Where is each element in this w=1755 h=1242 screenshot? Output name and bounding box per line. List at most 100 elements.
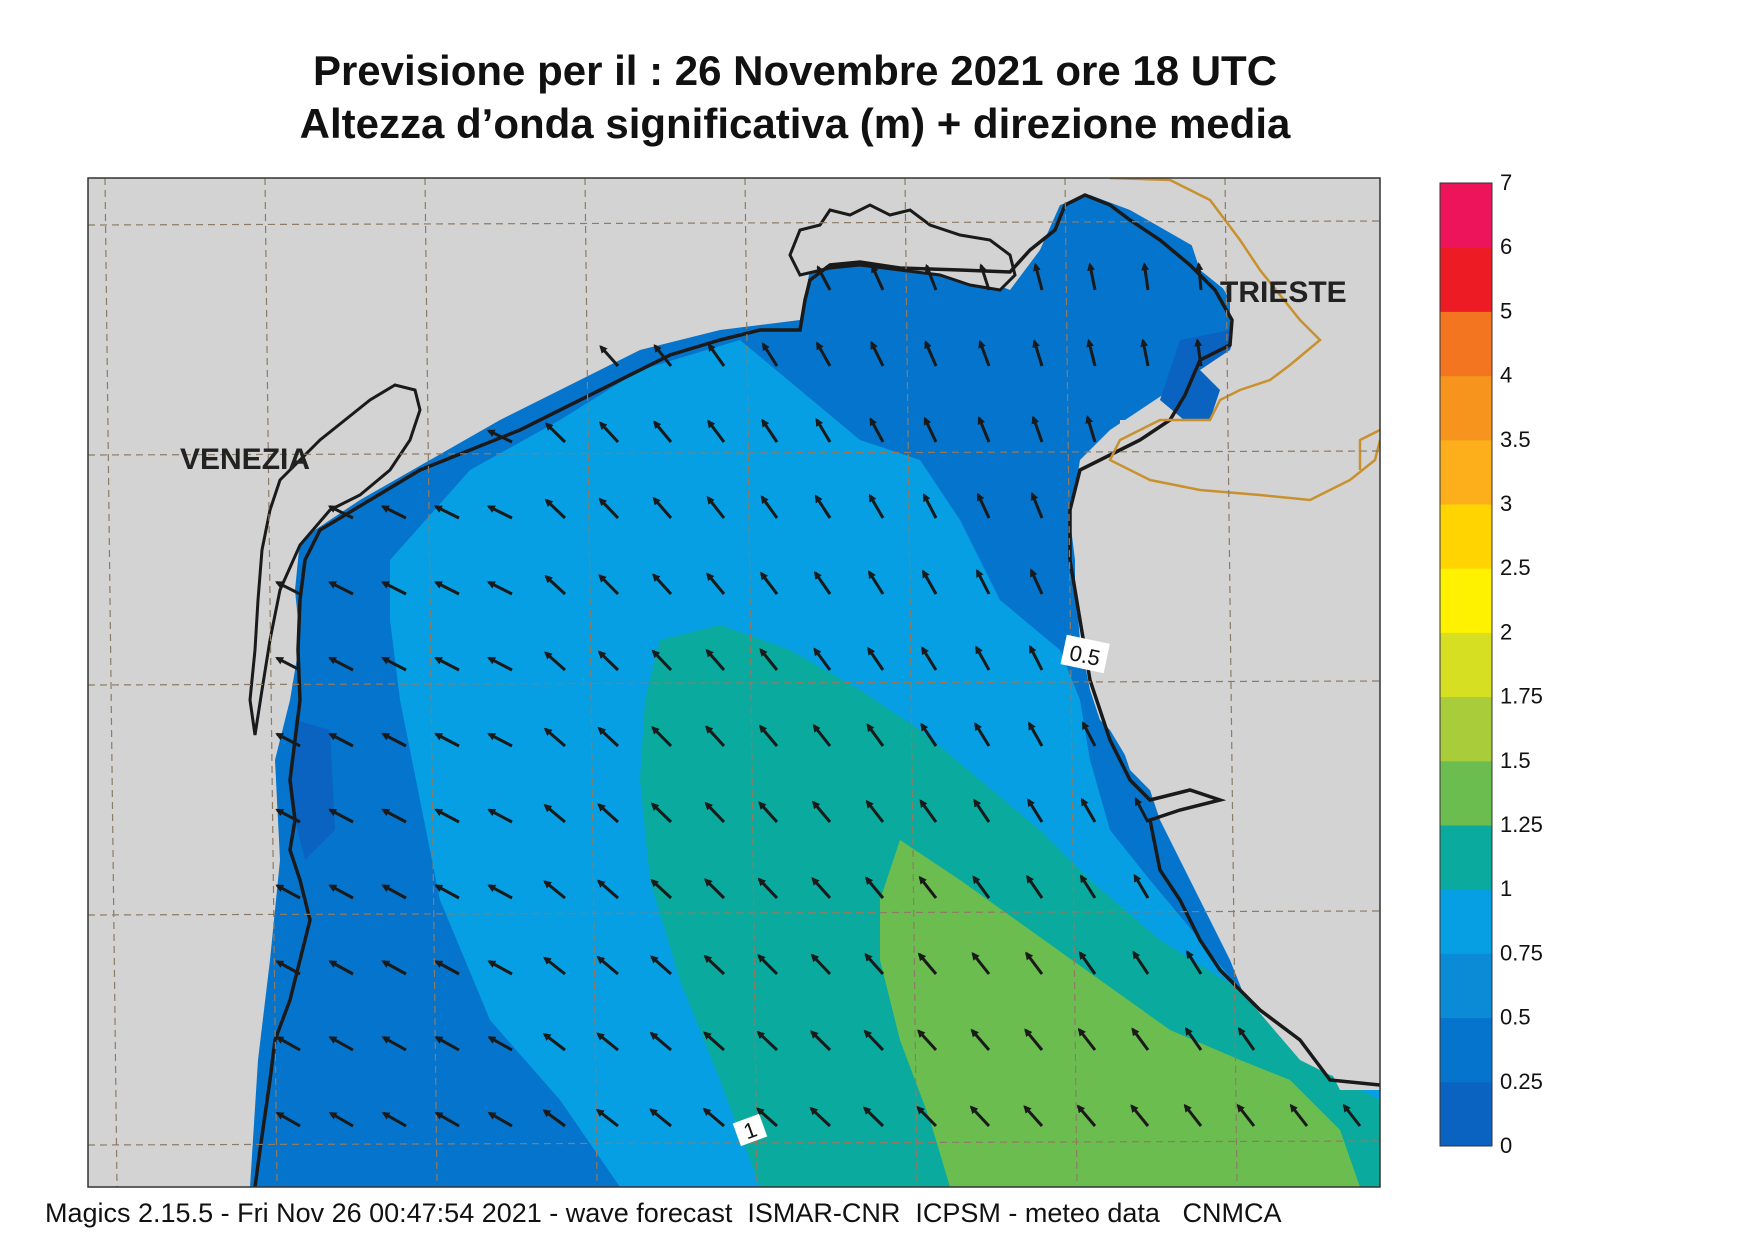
wave-direction-arrow [1087, 262, 1097, 291]
wave-direction-arrow [381, 580, 407, 596]
wave-direction-arrow [704, 801, 726, 824]
colorbar-tick-label: 7 [1500, 170, 1512, 195]
wave-direction-arrow [1080, 797, 1097, 823]
colorbar-tick-label: 4 [1500, 363, 1512, 388]
wave-direction-arrow [1195, 262, 1204, 291]
sea-band-0.25-0.5-west [290, 720, 335, 860]
colorbar-swatch [1440, 889, 1492, 954]
colorbar-swatch [1440, 953, 1492, 1019]
wave-direction-arrow [434, 580, 460, 596]
city-label-venezia: VENEZIA [180, 443, 310, 476]
wave-direction-arrow [865, 799, 885, 823]
wave-direction-arrow [760, 571, 779, 595]
wave-direction-arrow [1289, 1103, 1309, 1127]
wave-direction-arrow [1026, 874, 1044, 899]
wave-direction-arrow [969, 1105, 991, 1128]
wave-direction-arrow [487, 732, 513, 748]
wave-direction-arrow [434, 656, 460, 672]
wave-direction-arrow [703, 954, 726, 976]
wave-direction-arrow [380, 505, 407, 520]
national-border [1108, 178, 1380, 502]
wave-direction-arrow [275, 1111, 301, 1128]
colorbar-tick-label: 0.5 [1500, 1005, 1531, 1030]
map-title-line2: Altezza d’onda significativa (m) + direz… [299, 100, 1291, 147]
wave-direction-arrow [977, 416, 991, 443]
wave-direction-arrow [706, 496, 726, 519]
wave-direction-arrow [1183, 1103, 1203, 1127]
wave-direction-arrow [544, 651, 566, 672]
wave-direction-arrow [1076, 1104, 1097, 1127]
wave-direction-arrow [867, 646, 885, 671]
wave-direction-arrow [328, 1111, 354, 1128]
wave-direction-arrow [599, 421, 620, 444]
colorbar-swatch [1440, 439, 1492, 505]
wave-direction-arrow [487, 808, 513, 824]
wave-direction-arrow [1134, 797, 1150, 823]
wave-direction-arrow [972, 875, 991, 899]
wave-direction-arrow [810, 1030, 832, 1052]
wave-direction-arrow [487, 1111, 513, 1128]
wave-direction-arrow [328, 1035, 354, 1052]
wave-direction-arrow [1132, 950, 1150, 975]
wave-direction-arrow [487, 656, 513, 672]
wave-direction-arrow [815, 341, 832, 367]
wave-direction-arrow [809, 1106, 832, 1128]
wave-direction-arrow [597, 726, 620, 748]
border-east [1358, 428, 1380, 470]
wave-direction-arrow [596, 879, 619, 900]
wave-direction-arrow [1342, 1103, 1362, 1127]
wave-direction-arrow [381, 960, 407, 976]
wave-direction-arrow [917, 1029, 938, 1052]
colorbar-tick-label: 1.25 [1500, 812, 1543, 837]
wave-direction-arrow [865, 876, 885, 899]
wave-direction-arrow [810, 953, 832, 976]
wave-direction-arrow [1077, 1027, 1097, 1051]
wave-direction-arrow [328, 960, 354, 976]
colorbar-frame [1439, 182, 1493, 1147]
wave-direction-arrow [1028, 645, 1044, 671]
wave-direction-arrow [706, 572, 726, 595]
colorbar-tick-label: 2 [1500, 619, 1512, 644]
grid-line-meridian [904, 178, 918, 1187]
wave-direction-arrow [275, 732, 301, 748]
sea-band-1.25-1.5 [880, 840, 1360, 1187]
wave-direction-arrow [275, 808, 301, 824]
wave-direction-arrow [649, 1108, 672, 1128]
wave-direction-arrow [1085, 415, 1097, 443]
wave-direction-arrow [652, 496, 673, 519]
wave-direction-arrow [866, 723, 885, 747]
colorbar-tick-label: 6 [1500, 234, 1512, 259]
colorbar-swatch [1440, 1081, 1492, 1147]
grid-line-meridian [1224, 178, 1238, 1187]
wave-direction-arrow [1186, 950, 1203, 975]
colorbar-swatch [1440, 1017, 1492, 1083]
wave-direction-arrow [650, 955, 672, 976]
wave-direction-arrow [705, 725, 726, 748]
wave-direction-arrow [650, 878, 673, 900]
wave-direction-arrow [918, 875, 938, 899]
wave-direction-arrow [434, 808, 460, 824]
wave-direction-arrow [650, 802, 673, 824]
wave-direction-arrow [863, 1029, 885, 1052]
wave-direction-arrow [542, 1109, 566, 1128]
wave-direction-arrow [917, 952, 938, 975]
wave-direction-arrow [542, 1032, 566, 1052]
wave-direction-arrow [702, 1107, 725, 1128]
wave-direction-arrow [598, 574, 620, 596]
colorbar-swatch [1440, 183, 1492, 248]
wave-direction-arrow [976, 492, 991, 519]
wave-direction-arrow [862, 1106, 885, 1128]
wave-direction-arrow [652, 573, 673, 596]
wave-direction-arrow [1140, 338, 1150, 367]
wave-direction-arrow [970, 1028, 991, 1051]
wave-direction-arrow [971, 952, 991, 975]
wave-direction-arrow [649, 1031, 672, 1052]
wave-direction-arrow [761, 418, 779, 443]
wave-direction-arrow [813, 570, 832, 595]
wave-direction-arrow [975, 569, 991, 595]
wave-direction-arrow [275, 960, 301, 976]
wave-direction-arrow [653, 344, 673, 367]
colorbar-tick-label: 1.5 [1500, 748, 1531, 773]
wave-direction-arrow [1030, 492, 1044, 519]
